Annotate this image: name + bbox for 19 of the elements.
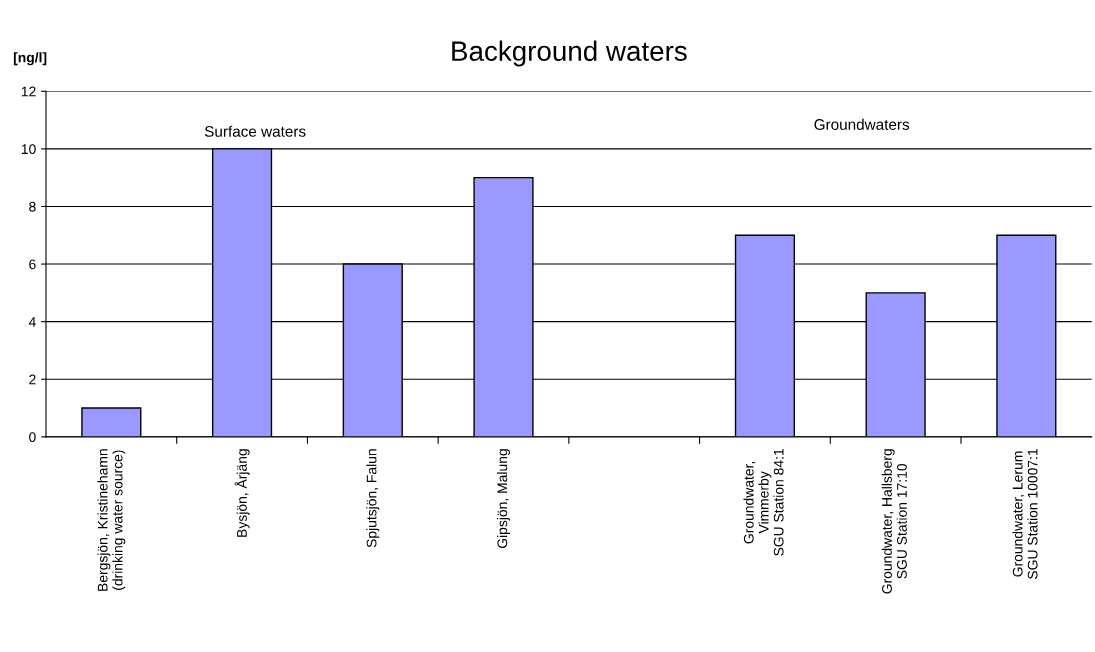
annotation: Groundwaters — [814, 118, 910, 130]
x-tick-label: Groundwater, Hallsberg SGU Station 17:10 — [881, 449, 907, 594]
x-tick-label: Gipsjön, Malung — [497, 449, 510, 549]
y-tick-label: 2 — [29, 374, 36, 385]
x-tick-label: Groundwater, Lerum SGU Station 10007:1 — [1012, 449, 1038, 579]
y-tick-label: 8 — [29, 201, 36, 212]
chart-title: Background waters — [452, 40, 687, 67]
x-tick-label: Bergsjön, Kristinehamn (drinking water source) — [97, 449, 126, 591]
y-tick-label: 10 — [21, 144, 36, 155]
y-tick-label: 6 — [29, 259, 36, 270]
y-tick-label: 0 — [29, 432, 36, 443]
bar — [81, 407, 142, 437]
annotation: Surface waters — [204, 125, 306, 137]
x-tick-label: Spjutsjön, Falun — [366, 449, 380, 548]
x-tick-label: Groundwater, Vimmerby SGU Station 84:1 — [743, 449, 784, 556]
x-tick-label: Bysjön, Årjäng — [234, 449, 250, 537]
y-tick-label: 12 — [21, 86, 36, 97]
y-axis-title: [ng/l] — [13, 52, 47, 66]
y-tick-label: 4 — [28, 317, 36, 327]
